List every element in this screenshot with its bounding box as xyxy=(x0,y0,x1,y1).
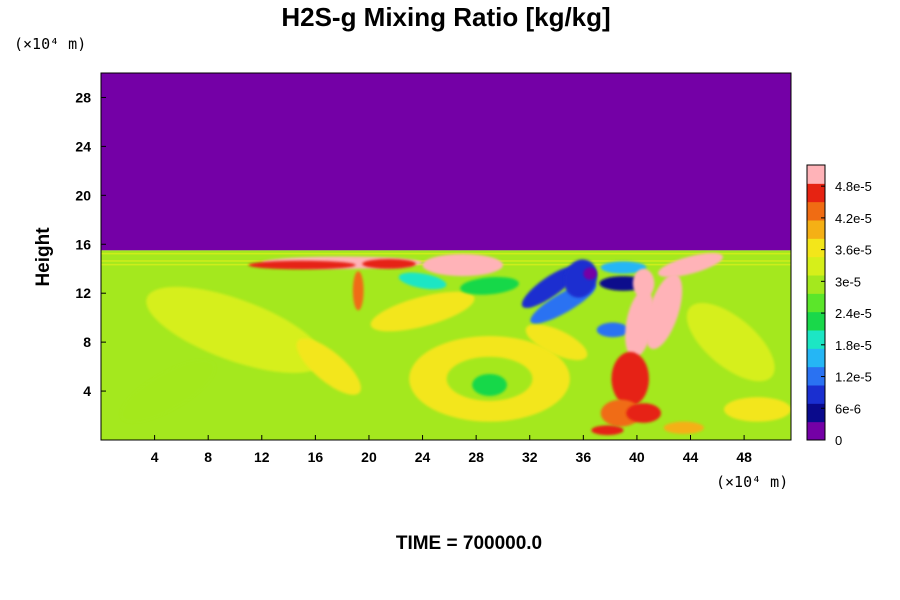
plot-frame xyxy=(100,72,792,441)
x-tick-label: 36 xyxy=(576,449,592,465)
x-tick-label: 12 xyxy=(254,449,270,465)
x-unit-label: (×10⁴ m) xyxy=(716,473,788,491)
y-tick-label: 4 xyxy=(83,383,91,399)
field-feature xyxy=(248,260,356,270)
field-feature xyxy=(352,271,364,311)
x-tick-label: 24 xyxy=(415,449,431,465)
chart-title: H2S-g Mixing Ratio [kg/kg] xyxy=(281,2,610,32)
field-feature xyxy=(596,322,629,338)
field-feature xyxy=(460,276,519,295)
y-tick-label: 8 xyxy=(83,334,91,350)
field-feature xyxy=(591,425,624,436)
heatmap-field xyxy=(101,73,791,440)
x-tick-label: 48 xyxy=(736,449,752,465)
colorbar-swatch xyxy=(807,201,825,221)
field-feature xyxy=(645,274,683,350)
x-ticks: 4 8 12 16 20 24 28 32 36 40 44 48 xyxy=(151,435,752,465)
colorbar-label: 4.2e-5 xyxy=(835,211,872,226)
colorbar-label: 1.2e-5 xyxy=(835,370,872,385)
x-tick-label: 16 xyxy=(308,449,324,465)
colorbar-frame xyxy=(806,164,826,441)
colorbar-swatch xyxy=(807,385,825,404)
colorbar-label: 4.8e-5 xyxy=(835,179,872,194)
colorbar-swatch xyxy=(807,403,825,423)
field-feature xyxy=(626,403,662,423)
field-feature xyxy=(658,253,723,278)
field-feature xyxy=(611,351,649,406)
y-tick-label: 20 xyxy=(75,187,91,203)
colorbar-swatch xyxy=(807,220,825,239)
field-feature xyxy=(296,338,361,395)
field-feature xyxy=(398,272,447,290)
x-tick-label: 8 xyxy=(204,449,212,465)
field-feature xyxy=(600,261,647,274)
y-tick-label: 28 xyxy=(75,89,91,105)
field-feature xyxy=(521,266,578,308)
colorbar-swatch xyxy=(807,183,825,203)
y-tick-label: 12 xyxy=(75,285,91,301)
field-feature xyxy=(120,359,216,423)
y-ticks: 4 8 12 16 20 24 28 xyxy=(75,89,106,399)
colorbar-swatch xyxy=(807,330,825,349)
colorbar: 0 6e-6 1.2e-5 1.8e-5 2.4e-5 3e-5 3.6e-5 4.2e-5 4… xyxy=(806,164,872,448)
x-tick-label: 20 xyxy=(361,449,377,465)
field-feature xyxy=(362,258,416,269)
colorbar-swatch xyxy=(807,421,825,441)
colorbar-label: 0 xyxy=(835,433,842,448)
y-tick-label: 16 xyxy=(75,236,91,252)
x-tick-label: 44 xyxy=(683,449,699,465)
x-tick-label: 4 xyxy=(151,449,159,465)
colorbar-swatch xyxy=(807,165,825,184)
colorbar-label: 6e-6 xyxy=(835,401,861,416)
x-tick-label: 40 xyxy=(629,449,645,465)
colorbar-swatch xyxy=(807,366,825,386)
colorbar-swatch xyxy=(807,275,825,294)
field-feature xyxy=(525,324,588,361)
colorbar-swatch xyxy=(807,311,825,331)
field-feature xyxy=(370,291,475,332)
colorbar-swatch xyxy=(807,293,825,313)
y-tick-label: 24 xyxy=(75,138,91,154)
field-feature xyxy=(422,254,503,277)
y-axis-label: Height xyxy=(33,227,54,287)
field-feature xyxy=(600,399,641,427)
colorbar-swatch xyxy=(807,348,825,368)
x-tick-label: 32 xyxy=(522,449,538,465)
field-feature xyxy=(724,397,791,422)
field-feature xyxy=(146,286,324,373)
colorbar-swatch xyxy=(807,238,825,258)
layer-band xyxy=(101,252,791,255)
field-feature xyxy=(663,421,704,434)
y-unit-label: (×10⁴ m) xyxy=(14,35,86,53)
colorbar-label: 3.6e-5 xyxy=(835,243,872,258)
colorbar-label: 3e-5 xyxy=(835,274,861,289)
colorbar-swatch xyxy=(807,256,825,276)
colorbar-label: 2.4e-5 xyxy=(835,306,872,321)
field-feature xyxy=(686,302,775,382)
time-annotation: TIME = 700000.0 xyxy=(396,533,542,554)
field-feature xyxy=(472,373,507,396)
field-feature xyxy=(583,267,597,280)
field-feature xyxy=(632,268,655,299)
x-tick-label: 28 xyxy=(468,449,484,465)
colorbar-label: 1.8e-5 xyxy=(835,338,872,353)
upper-region xyxy=(101,73,791,251)
